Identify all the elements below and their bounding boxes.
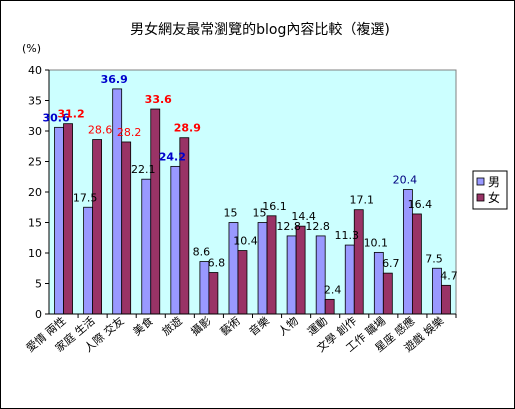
bar-female <box>237 250 248 315</box>
value-label: 17.1 <box>350 194 375 207</box>
x-tick-label: 旅遊 <box>159 314 185 339</box>
legend-swatch <box>476 193 485 202</box>
value-label: 8.6 <box>193 246 211 259</box>
bar-female <box>324 298 335 315</box>
value-label: 16.1 <box>262 200 287 213</box>
x-tick-label: 人物 <box>275 314 301 339</box>
legend-box <box>472 170 508 210</box>
legend-swatch <box>476 177 485 186</box>
value-label: 15 <box>223 207 237 220</box>
value-label: 15 <box>253 207 267 220</box>
value-labels: 30.631.2 17.5 28.6 36.9 28.2 22.1 33.6 24.2 28.9… <box>42 73 457 296</box>
value-label: 17.5 <box>73 191 98 204</box>
bar-female <box>179 137 190 315</box>
bar-female <box>411 213 422 315</box>
bar-female <box>208 272 219 315</box>
y-axis: 0 5 10 15 20 25 30 35 40 <box>28 64 50 321</box>
y-tick-label: 40 <box>28 64 42 77</box>
value-label: 12.8 <box>305 220 330 233</box>
x-tick-label: 攝影 <box>188 314 214 339</box>
value-label: 16.4 <box>408 198 433 211</box>
bar-female <box>382 272 393 315</box>
y-tick-label: 0 <box>35 308 42 321</box>
legend: 男女 <box>472 170 508 210</box>
y-axis-label: (%) <box>22 42 41 55</box>
x-tick-label: 美食 <box>130 314 156 339</box>
y-tick-label: 35 <box>28 95 42 108</box>
bar-male <box>83 206 94 315</box>
value-label: 12.8 <box>276 220 301 233</box>
value-label: 2.4 <box>324 283 342 296</box>
value-label: 28.6 <box>88 124 113 137</box>
value-label: 14.4 <box>291 210 316 223</box>
x-tick-label: 音樂 <box>246 314 272 339</box>
bar-female <box>121 141 132 315</box>
bar-female <box>92 139 103 315</box>
value-label: 24.2 <box>159 150 186 163</box>
bar-male <box>170 165 181 315</box>
bar-female <box>353 209 364 315</box>
x-tick-label: 藝術 <box>218 314 243 338</box>
value-label: 36.9 <box>101 73 128 86</box>
bar-female <box>266 215 277 315</box>
bar-male <box>315 235 326 315</box>
bar-male <box>257 222 268 315</box>
y-tick-label: 5 <box>35 278 42 291</box>
bar-female <box>441 284 451 315</box>
value-label: 30.6 <box>42 111 69 124</box>
legend-label: 男 <box>488 175 500 189</box>
value-label: 7.5 <box>425 252 443 265</box>
value-label: 6.8 <box>208 257 226 270</box>
value-label: 31.2 <box>57 108 84 121</box>
plot-area <box>48 69 457 315</box>
value-label: 28.9 <box>174 122 201 135</box>
value-label: 11.3 <box>335 229 360 242</box>
bar-female <box>63 123 73 315</box>
y-tick-label: 15 <box>28 217 42 230</box>
y-tick-label: 10 <box>28 247 42 260</box>
value-label: 33.6 <box>145 93 172 106</box>
value-label: 10.4 <box>233 235 258 248</box>
value-label: 22.1 <box>131 163 156 176</box>
value-label: 20.4 <box>393 174 418 187</box>
value-label: 6.7 <box>382 257 400 270</box>
value-label: 10.1 <box>364 236 389 249</box>
bar-female <box>295 225 306 315</box>
bar-male <box>112 88 123 315</box>
bar-male <box>286 235 297 315</box>
y-tick-label: 25 <box>28 156 42 169</box>
bar-male <box>54 126 64 315</box>
bar-male <box>344 244 355 315</box>
value-label: 28.2 <box>117 126 142 139</box>
bar-female <box>150 108 161 315</box>
bar-male <box>141 178 152 315</box>
value-label: 4.7 <box>440 269 458 282</box>
chart-title: 男女網友最常瀏覽的blog內容比較（複選) <box>130 21 390 38</box>
y-tick-label: 20 <box>28 186 42 199</box>
legend-label: 女 <box>488 190 500 205</box>
bars <box>54 88 451 315</box>
y-tick-label: 30 <box>28 125 42 138</box>
